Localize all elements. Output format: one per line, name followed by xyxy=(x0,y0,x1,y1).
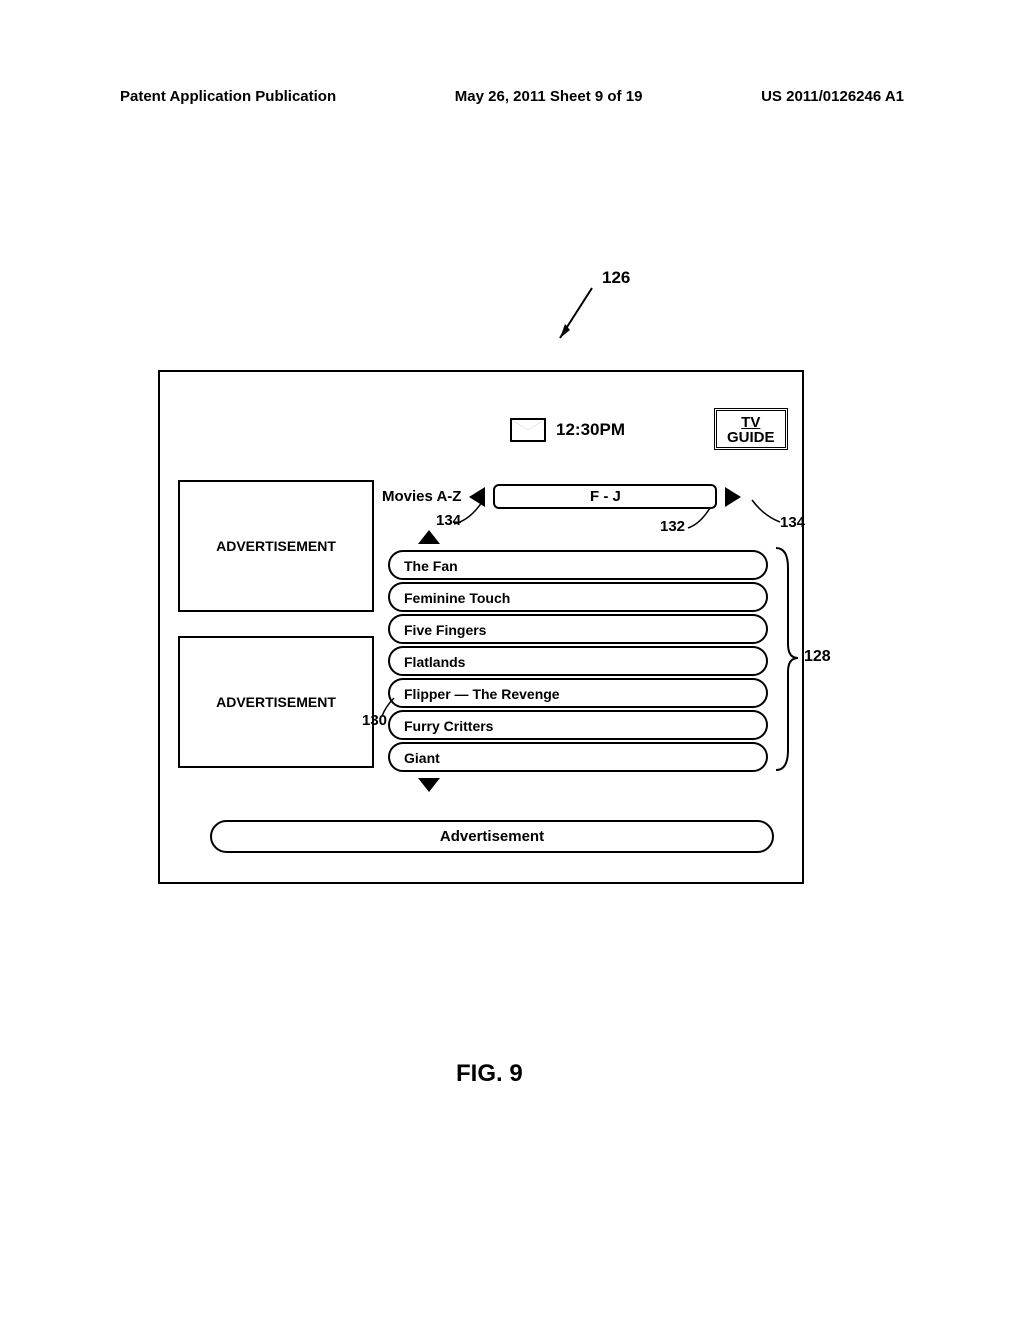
ref-126: 126 xyxy=(602,268,630,288)
movie-list-item[interactable]: Flipper — The Revenge xyxy=(388,678,768,708)
ref-134-left: 134 xyxy=(436,512,461,529)
page-header: Patent Application Publication May 26, 2… xyxy=(120,88,904,105)
ref-134-right: 134 xyxy=(780,514,805,531)
callout-126-arrow xyxy=(552,278,612,358)
brace-128 xyxy=(772,548,800,770)
scroll-down-icon[interactable] xyxy=(418,778,440,792)
bottom-advertisement: Advertisement xyxy=(210,820,774,853)
ad2-label: ADVERTISEMENT xyxy=(216,694,336,710)
header-left: Patent Application Publication xyxy=(120,88,336,105)
callout-132 xyxy=(686,506,726,532)
movie-list-item[interactable]: Furry Critters xyxy=(388,710,768,740)
advertisement-box-2: ADVERTISEMENT xyxy=(178,636,374,768)
mail-icon xyxy=(510,418,546,442)
tv-guide-line2: GUIDE xyxy=(727,430,775,445)
category-label: Movies A-Z xyxy=(382,488,461,505)
range-selector[interactable]: F - J xyxy=(493,484,717,509)
advertisement-box-1: ADVERTISEMENT xyxy=(178,480,374,612)
tv-guide-logo: TV GUIDE xyxy=(714,408,788,450)
clock-time: 12:30PM xyxy=(556,420,625,440)
movie-list-item[interactable]: Flatlands xyxy=(388,646,768,676)
scroll-up-icon[interactable] xyxy=(418,530,440,544)
status-row: 12:30PM xyxy=(510,418,625,442)
movie-list-item[interactable]: The Fan xyxy=(388,550,768,580)
patent-figure-page: Patent Application Publication May 26, 2… xyxy=(0,0,1024,1320)
movie-list-item[interactable]: Five Fingers xyxy=(388,614,768,644)
movie-list-item[interactable]: Giant xyxy=(388,742,768,772)
callout-134-right xyxy=(750,498,784,526)
ref-128: 128 xyxy=(804,648,831,666)
callout-130 xyxy=(380,696,398,718)
tv-guide-line1: TV xyxy=(727,415,775,430)
header-right: US 2011/0126246 A1 xyxy=(761,88,904,105)
arrow-right-icon[interactable] xyxy=(725,487,741,507)
ref-132: 132 xyxy=(660,518,685,535)
movie-list-item[interactable]: Feminine Touch xyxy=(388,582,768,612)
header-mid: May 26, 2011 Sheet 9 of 19 xyxy=(455,88,643,105)
range-label: F - J xyxy=(590,488,621,505)
bottom-ad-label: Advertisement xyxy=(440,828,544,845)
ad1-label: ADVERTISEMENT xyxy=(216,538,336,554)
movie-list: The FanFeminine TouchFive FingersFlatlan… xyxy=(388,548,768,772)
figure-label: FIG. 9 xyxy=(456,1060,523,1088)
